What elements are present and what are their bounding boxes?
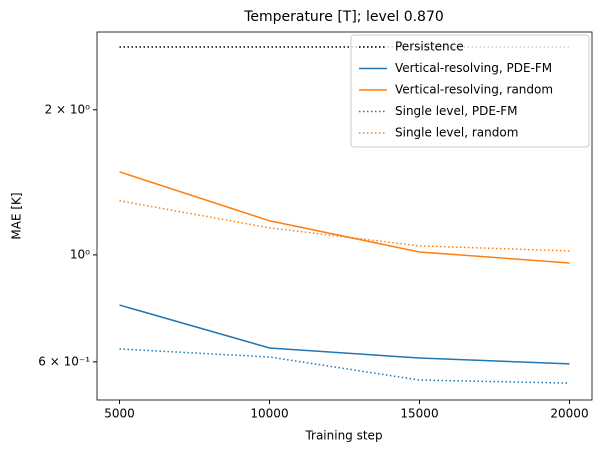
x-axis-label: Training step [304, 429, 382, 443]
x-tick-label: 5000 [104, 407, 135, 421]
y-tick-label: 6 × 10⁻¹ [38, 354, 90, 368]
x-tick-label: 20000 [550, 407, 588, 421]
y-tick-label: 10⁰ [70, 247, 90, 261]
legend-box [350, 34, 590, 148]
series-line [119, 304, 570, 365]
series-line [119, 171, 570, 264]
x-tick-label: 10000 [250, 407, 288, 421]
legend-label: Single level, random [395, 126, 518, 140]
x-tick-label: 15000 [400, 407, 438, 421]
y-axis-label: MAE [K] [10, 192, 24, 239]
chart-title: Temperature [T]; level 0.870 [243, 9, 444, 25]
series-line [119, 348, 570, 384]
plot-frame [96, 31, 593, 401]
series-line [119, 200, 570, 252]
legend-label: Vertical-resolving, random [395, 83, 553, 97]
y-tick-label: 2 × 10⁰ [45, 102, 91, 116]
legend-label: Persistence [395, 40, 464, 54]
legend-label: Vertical-resolving, PDE-FM [395, 61, 552, 75]
legend-label: Single level, PDE-FM [395, 104, 518, 118]
